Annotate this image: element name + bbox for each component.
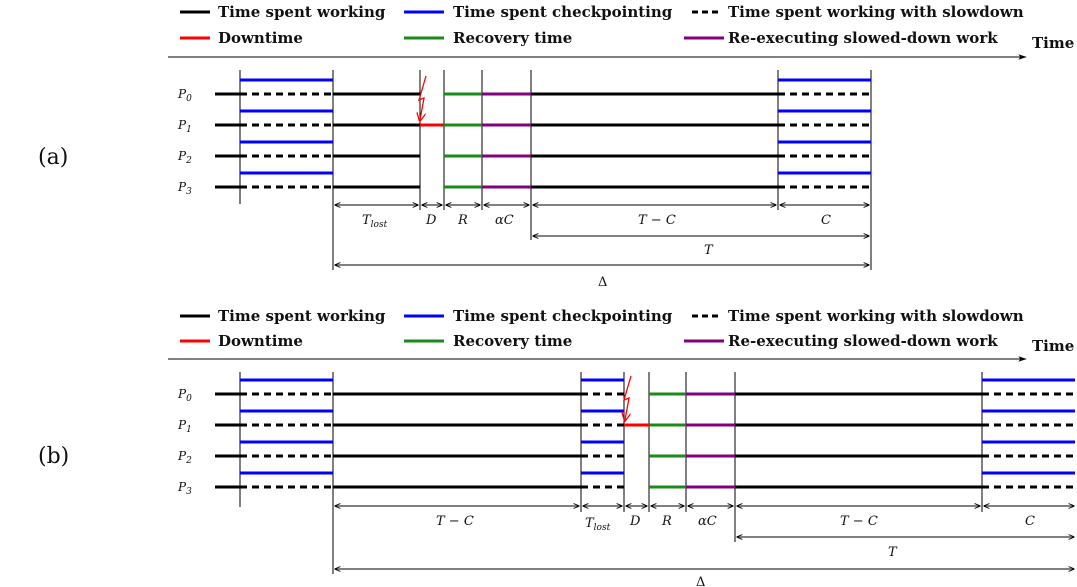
panel-a: Time spent working Time spent checkpoint… [38,3,1074,290]
dimensions-a [335,205,869,265]
dim-alpha-c: αC [698,514,717,529]
panel-label-b: (b) [38,444,69,469]
legend-reexec-label: Re-executing slowed-down work [728,29,998,47]
timeline-row [215,140,871,158]
legend-recovery-label: Recovery time [453,29,572,47]
dim-c: C [1025,514,1035,529]
legend-slowdown-label: Time spent working with slowdown [728,307,1024,325]
legend-reexec-label: Re-executing slowed-down work [728,332,998,350]
timelines-a [215,78,871,189]
legend-checkpointing-label: Time spent checkpointing [453,307,673,325]
legend-downtime-label: Downtime [218,332,303,350]
timeline-row [215,109,871,127]
dim-t: T [888,545,898,560]
dim-d: D [629,514,641,529]
dim-t-minus-c: T − C [436,514,474,529]
panel-label-a: (a) [38,145,68,170]
dim-r: R [457,213,468,228]
time-axis-label-a: Time [1032,34,1074,52]
dim-tlost: Tlost [362,213,388,230]
dim-d: D [425,213,437,228]
legend-downtime-label: Downtime [218,29,303,47]
dim-delta: Δ [598,275,607,290]
dimension-labels-b: T − C Tlost D R αC T − C C T Δ [436,514,1035,587]
dimensions-b [335,506,1074,569]
timeline-row [215,471,1075,489]
failure-bolt-icon [419,75,427,120]
legend-working-label: Time spent working [218,307,386,325]
dim-t-minus-c: T − C [840,514,878,529]
dim-tlost: Tlost [585,516,611,533]
processor-label: P1 [177,418,192,435]
dim-r: R [661,514,672,529]
dim-delta: Δ [696,575,705,587]
legend-b: Time spent working Time spent checkpoint… [180,307,1024,350]
legend-slowdown-label: Time spent working with slowdown [728,3,1024,21]
dim-t: T [704,243,714,258]
timeline-row [215,171,871,189]
processor-label: P0 [177,387,192,404]
timeline-row [215,78,871,96]
failure-bolt-icon [624,375,632,420]
timelines-b [215,378,1075,489]
processor-labels-a: P0 P1 P2 P3 [177,87,192,197]
dim-c: C [821,213,831,228]
processor-label: P3 [177,480,192,497]
legend-recovery-label: Recovery time [453,332,572,350]
timeline-row [215,440,1075,458]
time-axis-label-b: Time [1032,337,1074,355]
dim-t-minus-c: T − C [638,213,676,228]
dimension-labels-a: Tlost D R αC T − C C T Δ [362,213,831,290]
legend-a: Time spent working Time spent checkpoint… [180,3,1024,47]
timeline-row [215,409,1075,427]
legend-working-label: Time spent working [218,3,386,21]
dim-alpha-c: αC [495,213,514,228]
processor-label: P2 [177,449,192,466]
panel-b: Time spent working Time spent checkpoint… [38,307,1075,587]
timeline-row [215,378,1075,396]
legend-checkpointing-label: Time spent checkpointing [453,3,673,21]
processor-label: P3 [177,180,192,197]
processor-label: P1 [177,118,192,135]
processor-label: P0 [177,87,192,104]
separators-a [239,70,872,270]
processor-label: P2 [177,149,192,166]
processor-labels-b: P0 P1 P2 P3 [177,387,192,497]
